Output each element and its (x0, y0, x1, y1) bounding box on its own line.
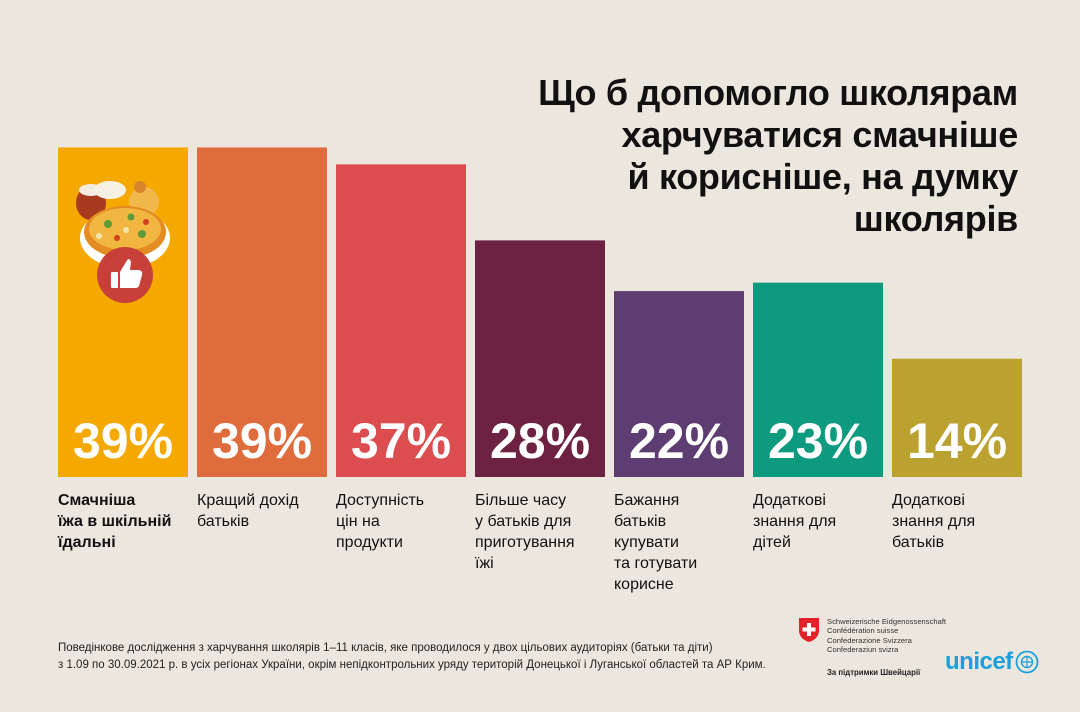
category-label-line: у батьків для (475, 513, 572, 530)
swiss-name-rm: Confederaziun svizra (827, 645, 899, 655)
bar-value-label: 14% (907, 413, 1007, 469)
footnote-line: з 1.09 по 30.09.2021 р. в усіх регіонах … (58, 659, 766, 671)
category-label: Смачніша їжа в шкільній їдальні (58, 490, 193, 553)
category-label-line: знання для (753, 513, 837, 530)
unicef-emblem-icon (1015, 650, 1039, 674)
category-label: Більше часу у батьків для приготування їжі (475, 490, 610, 574)
category-label-line: Доступність (336, 492, 425, 509)
bar-chart: 39% 39% 37% 28% 22% 23% 14% (58, 147, 1022, 477)
swiss-name-it: Confederazione Svizzera (827, 635, 912, 645)
category-label-line: та готувати (614, 555, 698, 572)
category-label: Додаткові знання для дітей (753, 490, 888, 553)
swiss-name-de: Schweizerische Eidgenossenschaft (827, 617, 947, 626)
bar-5 (614, 291, 744, 477)
category-label-line: Смачніша (58, 492, 136, 509)
bar-value-label: 39% (212, 413, 312, 469)
bar-value-label: 23% (768, 413, 868, 469)
category-label-line: дітей (753, 534, 791, 551)
category-label: Бажання батьків купувати та готувати корисне (614, 490, 749, 595)
category-label-line: корисне (614, 576, 674, 593)
category-label-line: Додаткові (892, 492, 965, 509)
unicef-wordmark: unicef (945, 648, 1013, 675)
swiss-flag-icon (799, 618, 819, 642)
title-line: школярів (853, 198, 1019, 239)
bar-2 (197, 147, 327, 477)
category-label-line: батьків (197, 513, 250, 530)
category-label-line: Кращий дохід (197, 492, 299, 509)
category-label-line: Більше часу (475, 492, 567, 509)
footnote-line: Поведінкове дослідження з харчування шко… (58, 642, 713, 654)
bar-6 (753, 282, 883, 477)
bar-4 (475, 240, 605, 477)
category-label-line: їжа в шкільній (58, 513, 172, 530)
swiss-support-text: За підтримки Швейцарії (827, 668, 921, 677)
category-label-line: продукти (336, 534, 403, 551)
title-line: й корисніше, на думку (627, 156, 1018, 197)
category-label-line: батьків (614, 513, 667, 530)
bar-value-label: 39% (73, 413, 173, 469)
category-label-line: приготування (475, 534, 575, 551)
food-plate-icon (76, 181, 170, 268)
category-label: Доступність цін на продукти (336, 490, 471, 553)
category-label: Кращий дохід батьків (197, 490, 332, 532)
category-label-line: купувати (614, 534, 679, 551)
category-label: Додаткові знання для батьків (892, 490, 1027, 553)
bar-value-label: 22% (629, 413, 729, 469)
swiss-names: Schweizerische Eidgenossenschaft Confédé… (827, 617, 946, 655)
category-label-line: їжі (475, 555, 494, 572)
category-label-line: їдальні (58, 534, 116, 551)
chart-title: Що б допомогло школярам харчуватися смач… (498, 72, 1018, 240)
swiss-confederation-logo: Schweizerische Eidgenossenschaft Confédé… (797, 617, 967, 687)
bar-3 (336, 164, 466, 477)
bar-value-label: 37% (351, 413, 451, 469)
title-line: Що б допомогло школярам (538, 72, 1018, 113)
thumbs-up-icon (97, 247, 153, 303)
category-label-line: Додаткові (753, 492, 826, 509)
swiss-name-fr: Confédération suisse (827, 626, 899, 636)
bar-value-label: 28% (490, 413, 590, 469)
category-label-line: цін на (336, 513, 380, 530)
category-label-line: Бажання (614, 492, 680, 509)
category-label-line: батьків (892, 534, 945, 551)
footnote: Поведінкове дослідження з харчування шко… (58, 640, 798, 674)
bar-7 (892, 358, 1022, 477)
category-label-line: знання для (892, 513, 976, 530)
title-line: харчуватися смачніше (621, 114, 1018, 155)
